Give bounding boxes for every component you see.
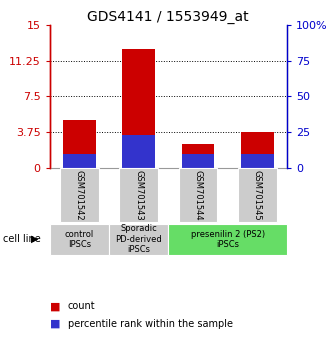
Text: GSM701545: GSM701545 [253,170,262,220]
Bar [241,154,274,168]
Bar [179,168,217,222]
Bar [50,224,109,255]
Bar [119,168,158,222]
Bar [241,132,274,168]
Bar [122,135,155,168]
Bar [238,168,277,222]
Text: cell line: cell line [3,234,41,244]
Bar [63,120,96,168]
Bar [168,224,287,255]
Bar [109,224,168,255]
Bar [122,48,155,168]
Text: ▶: ▶ [31,234,39,244]
Bar [182,154,214,168]
Text: control
IPSCs: control IPSCs [65,229,94,249]
Text: GSM701544: GSM701544 [193,170,203,220]
Bar [60,168,98,222]
Bar [182,144,214,168]
Text: count: count [68,301,95,311]
Text: Sporadic
PD-derived
iPSCs: Sporadic PD-derived iPSCs [115,224,162,254]
Text: GSM701543: GSM701543 [134,170,143,220]
Text: presenilin 2 (PS2)
iPSCs: presenilin 2 (PS2) iPSCs [191,229,265,249]
Text: ■: ■ [50,319,63,329]
Text: GSM701542: GSM701542 [75,170,84,220]
Bar [63,154,96,168]
Text: percentile rank within the sample: percentile rank within the sample [68,319,233,329]
Title: GDS4141 / 1553949_at: GDS4141 / 1553949_at [87,10,249,24]
Text: ■: ■ [50,301,63,311]
